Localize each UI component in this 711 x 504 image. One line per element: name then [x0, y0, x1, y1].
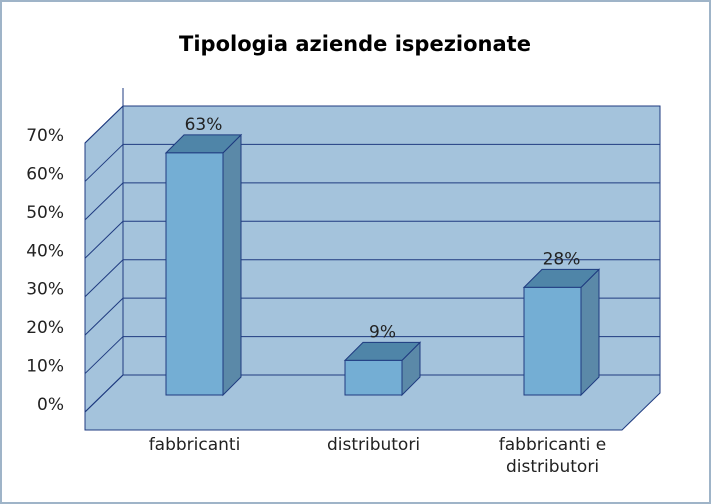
- y-tick-label: 50%: [26, 203, 64, 223]
- grid-line: [84, 336, 124, 374]
- grid-line: [84, 144, 124, 182]
- data-label: 9%: [369, 322, 396, 342]
- bar-side: [222, 133, 242, 397]
- chart-title: Tipologia aziende ispezionate: [179, 32, 531, 56]
- y-tick-label: 0%: [37, 395, 64, 415]
- y-tick-label: 20%: [26, 318, 64, 338]
- y-tick-label: 40%: [26, 241, 64, 261]
- grid-line: [84, 220, 124, 259]
- grid-line: [84, 297, 124, 336]
- grid-line: [84, 182, 124, 221]
- bar: [165, 152, 224, 396]
- grid-line: [84, 259, 124, 298]
- bar: [344, 359, 403, 396]
- y-tick-label: 60%: [26, 164, 64, 184]
- side-wall: [84, 104, 124, 414]
- x-tick-label: distributori: [326, 435, 421, 455]
- bar-side: [580, 268, 600, 397]
- y-tick-label: 30%: [26, 280, 64, 300]
- bar: [523, 286, 582, 396]
- data-label: 28%: [543, 249, 581, 269]
- y-tick-label: 10%: [26, 357, 64, 377]
- data-label: 63%: [185, 115, 223, 135]
- x-tick-label: fabbricanti: [148, 435, 241, 455]
- y-tick-label: 70%: [26, 126, 64, 146]
- x-tick-label: fabbricanti e distributori: [498, 435, 607, 477]
- grid-line: [84, 105, 124, 144]
- grid-line: [84, 374, 124, 413]
